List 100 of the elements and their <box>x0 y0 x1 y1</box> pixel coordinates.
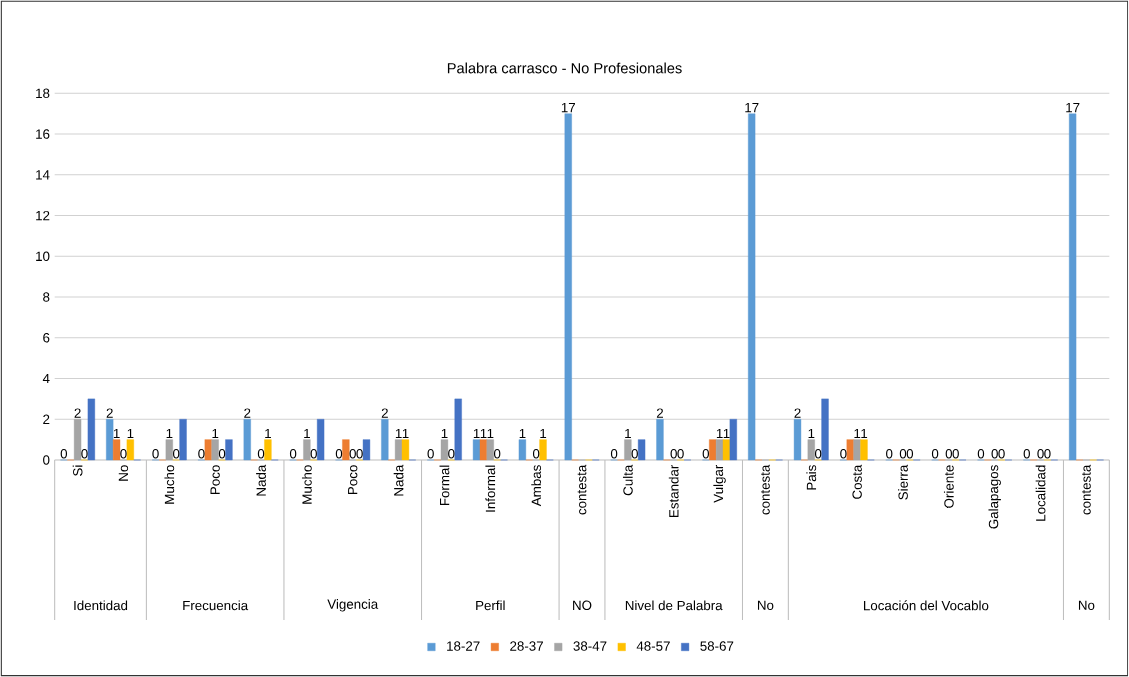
data-label: 0 <box>945 449 953 459</box>
chart-title: Palabra carrasco - No Profesionales <box>447 62 682 74</box>
data-label: 1 <box>854 428 861 439</box>
bar <box>564 113 572 461</box>
bar <box>440 439 449 461</box>
bar <box>722 439 731 461</box>
data-label: 2 <box>106 408 113 418</box>
bar <box>656 419 664 461</box>
data-label: 0 <box>493 449 501 459</box>
data-label: 1 <box>127 428 134 439</box>
data-label: 1 <box>402 428 409 439</box>
bar <box>316 419 325 461</box>
text: NO <box>573 600 592 611</box>
data-label: 0 <box>702 449 709 459</box>
x-tick-label: Nada <box>256 464 266 496</box>
y-tick-label: 14 <box>36 170 50 180</box>
data-label: 0 <box>448 449 455 459</box>
data-label: 0 <box>198 449 205 459</box>
data-label: 1 <box>441 428 448 439</box>
text: Vigencia <box>327 599 379 612</box>
data-label: 2 <box>794 408 801 418</box>
x-tick-label: Mucho <box>301 465 312 504</box>
text: Nivel de Palabra <box>625 600 723 611</box>
y-tick-label: 6 <box>43 333 50 343</box>
x-tick-label: Estandar <box>668 464 679 517</box>
data-label: 0 <box>952 449 959 459</box>
bar <box>126 439 134 461</box>
data-label: 1 <box>395 428 402 439</box>
data-label: 1 <box>304 428 310 439</box>
data-label: 0 <box>120 449 127 459</box>
data-label: 1 <box>808 428 815 439</box>
x-tick-label: Mucho <box>164 465 175 504</box>
bar <box>624 439 632 461</box>
data-label: 0 <box>218 449 226 459</box>
data-label: 0 <box>670 449 677 459</box>
x-tick-label: No <box>118 465 129 481</box>
x-tick-label: Oriente <box>943 465 954 508</box>
bar <box>715 439 724 461</box>
bar <box>846 439 854 461</box>
bar <box>853 439 861 461</box>
bar <box>807 439 815 461</box>
bar <box>362 439 371 461</box>
bar <box>860 439 868 461</box>
bar <box>179 419 187 461</box>
x-tick-label: Sierra <box>898 464 908 500</box>
x-tick-label: Ambas <box>531 465 542 507</box>
bar <box>454 398 462 461</box>
bar <box>637 439 646 461</box>
data-label: 0 <box>1044 449 1051 459</box>
data-label: 1 <box>113 428 120 439</box>
bar <box>518 439 527 461</box>
bar <box>401 439 410 461</box>
y-tick-label: 18 <box>36 88 50 99</box>
bar <box>73 419 82 461</box>
bar <box>225 439 233 461</box>
bar <box>264 439 272 461</box>
data-label: 0 <box>173 449 180 459</box>
text: Frecuencia <box>183 600 249 611</box>
data-label: 0 <box>899 449 907 459</box>
bar <box>472 439 481 461</box>
data-label: 0 <box>1023 449 1030 459</box>
y-tick-label: 12 <box>36 210 50 221</box>
data-label: 0 <box>356 449 363 459</box>
data-label: 0 <box>335 449 343 459</box>
y-tick-label: 2 <box>43 414 50 424</box>
text: No <box>1078 600 1095 610</box>
y-tick-label: 10 <box>36 251 50 261</box>
data-label: 1 <box>723 428 730 439</box>
data-label: 0 <box>677 449 684 459</box>
text: Identidad <box>74 600 128 611</box>
data-label: 0 <box>886 449 893 459</box>
x-tick-label: contesta <box>761 464 770 515</box>
data-label: 2 <box>656 408 663 418</box>
bar <box>112 439 121 461</box>
data-label: 1 <box>519 428 526 439</box>
bar <box>1069 113 1077 461</box>
data-label: 0 <box>977 449 985 459</box>
x-tick-label: Costa <box>852 464 862 499</box>
data-label: 2 <box>74 408 81 418</box>
bar <box>243 419 251 461</box>
x-tick-label: contesta <box>1082 464 1091 515</box>
data-label: 1 <box>473 428 480 439</box>
data-label: 0 <box>631 449 638 459</box>
y-tick-label: 0 <box>43 455 50 465</box>
data-label: 0 <box>81 449 88 459</box>
bar <box>204 439 212 461</box>
text: Perfil <box>476 600 505 611</box>
data-label: 0 <box>152 449 159 459</box>
x-tick-label: Localidad <box>1035 465 1046 521</box>
data-label: 1 <box>487 428 494 439</box>
bar <box>793 419 802 461</box>
x-tick-label: contesta <box>577 464 587 515</box>
x-tick-label: Vulgar <box>713 464 726 503</box>
bar <box>539 439 547 461</box>
data-label: 1 <box>265 428 271 439</box>
data-label: 1 <box>166 428 173 439</box>
x-tick-label: Galapagos <box>988 465 1001 529</box>
bar <box>165 439 173 461</box>
y-tick-label: 8 <box>43 292 50 302</box>
data-label: 0 <box>427 449 434 459</box>
